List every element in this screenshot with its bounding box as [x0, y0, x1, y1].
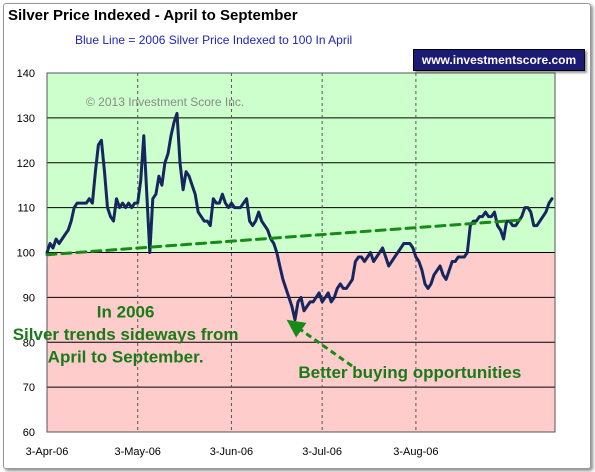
y-tick-label: 80: [23, 337, 35, 349]
website-badge[interactable]: www.investmentscore.com: [413, 49, 585, 71]
copyright-watermark: © 2013 Investment Score Inc.: [86, 95, 244, 109]
x-tick-label: 3-Jun-06: [210, 446, 253, 458]
website-link[interactable]: www.investmentscore.com: [421, 53, 577, 67]
annotation-text: April to September.: [48, 347, 204, 366]
chart-subtitle: Blue Line = 2006 Silver Price Indexed to…: [75, 33, 353, 47]
x-tick-label: 3-May-06: [114, 446, 160, 458]
x-tick-label: 3-Apr-06: [26, 446, 69, 458]
annotation-text: Silver trends sideways from: [13, 325, 239, 344]
x-tick-label: 3-Aug-06: [393, 446, 438, 458]
chart-title: Silver Price Indexed - April to Septembe…: [8, 7, 298, 24]
annotation-text: Better buying opportunities: [298, 363, 521, 382]
y-tick-label: 120: [17, 158, 35, 170]
y-tick-label: 110: [17, 203, 35, 215]
y-tick-label: 60: [23, 427, 35, 439]
y-tick-label: 140: [17, 68, 35, 80]
annotation-arrow: [286, 319, 353, 368]
annotation-text: In 2006: [97, 303, 155, 322]
trend-line: [45, 218, 527, 257]
price-line: [45, 111, 554, 322]
y-tick-label: 90: [23, 292, 35, 304]
x-tick-label: 3-Jul-06: [302, 446, 342, 458]
y-tick-label: 70: [23, 382, 35, 394]
y-tick-label: 100: [17, 248, 35, 260]
y-tick-label: 130: [17, 113, 35, 125]
